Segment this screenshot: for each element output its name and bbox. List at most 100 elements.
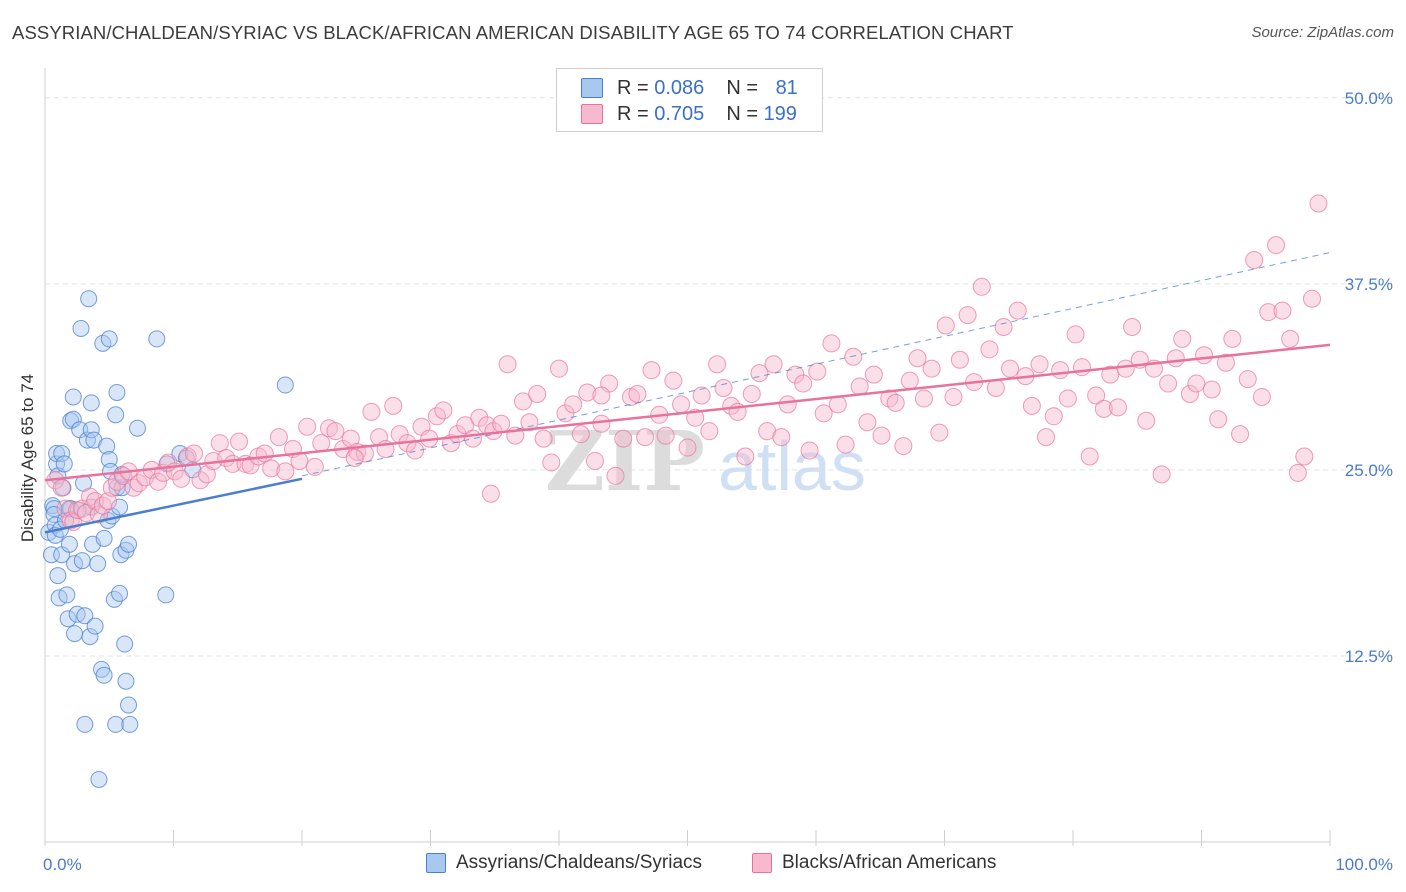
data-point-blue	[81, 628, 99, 646]
data-point-pink	[592, 386, 611, 405]
data-point-pink	[814, 404, 833, 423]
data-point-pink	[1080, 447, 1099, 466]
data-point-pink	[1295, 447, 1314, 466]
data-point-blue	[82, 421, 100, 439]
data-point-pink	[1187, 374, 1206, 393]
data-point-pink	[642, 361, 661, 380]
data-point-pink	[571, 425, 590, 444]
data-point-pink	[1001, 359, 1020, 378]
data-point-pink	[850, 377, 869, 396]
data-point-pink	[808, 362, 827, 381]
bottom-legend-pink[interactable]: Blacks/African Americans	[752, 852, 996, 874]
data-point-blue	[95, 529, 113, 547]
data-point-pink	[520, 413, 539, 432]
data-point-blue	[55, 455, 73, 473]
data-point-pink	[614, 429, 633, 448]
data-point-pink	[986, 379, 1005, 398]
data-point-pink	[592, 414, 611, 433]
data-point-pink	[1058, 389, 1077, 408]
data-point-pink	[994, 317, 1013, 336]
data-point-blue	[276, 376, 294, 394]
tick-labels: 12.5% 25.0% 37.5% 50.0% 0.0% 100.0%	[43, 89, 1393, 874]
data-point-blue	[76, 715, 94, 733]
data-point-blue	[60, 535, 78, 553]
data-point-pink	[550, 359, 568, 378]
data-point-pink	[585, 451, 604, 470]
data-point-pink	[564, 395, 583, 414]
data-point-blue	[78, 431, 96, 449]
data-point-pink	[742, 384, 761, 403]
data-point-blue	[108, 383, 126, 401]
data-point-pink	[312, 434, 331, 453]
data-point-blue	[90, 770, 108, 788]
legend-n-value: 81	[775, 76, 798, 99]
data-point-pink	[102, 478, 121, 497]
data-point-pink	[1166, 349, 1185, 368]
legend-r-value: 0.086	[654, 76, 705, 99]
stats-legend: R = 0.086 N = 81 R = 0.705 N = 199	[556, 68, 823, 132]
data-point-pink	[1223, 329, 1242, 348]
data-point-blue	[73, 552, 91, 570]
data-point-pink	[800, 441, 819, 460]
data-point-pink	[262, 459, 281, 478]
data-point-pink	[269, 428, 288, 447]
data-point-pink	[708, 355, 727, 374]
data-point-pink	[656, 426, 675, 445]
data-point-pink	[1066, 325, 1085, 344]
data-point-pink	[1051, 361, 1070, 380]
data-point-pink	[1044, 407, 1063, 426]
data-point-blue	[49, 567, 67, 585]
data-point-pink	[1195, 346, 1214, 365]
data-point-pink	[578, 383, 597, 402]
data-point-blue	[129, 419, 147, 437]
data-point-pink	[1309, 194, 1328, 213]
data-point-pink	[514, 392, 533, 411]
data-point-pink	[692, 386, 711, 405]
y-axis-title: Disability Age 65 to 74	[18, 374, 37, 542]
data-point-pink	[636, 428, 655, 447]
grid-lines	[45, 97, 1392, 657]
legend-r-label: R =	[617, 102, 655, 125]
legend-swatch-pink	[752, 853, 772, 873]
data-point-pink	[1030, 355, 1049, 374]
data-point-pink	[52, 478, 71, 497]
data-point-pink	[844, 347, 863, 366]
data-point-pink	[298, 417, 317, 436]
data-point-pink	[1072, 358, 1091, 377]
data-point-pink	[406, 441, 425, 460]
data-point-pink	[470, 408, 489, 427]
series-blue-points	[40, 290, 294, 788]
data-point-pink	[764, 355, 783, 374]
data-point-pink	[606, 466, 625, 485]
data-point-pink	[944, 387, 963, 406]
data-point-pink	[362, 402, 381, 421]
data-point-pink	[628, 384, 647, 403]
data-point-pink	[1116, 359, 1135, 378]
data-point-pink	[1037, 428, 1056, 447]
data-point-pink	[778, 395, 797, 414]
axes	[44, 68, 1331, 846]
data-point-pink	[700, 422, 719, 441]
data-point-pink	[1288, 463, 1307, 482]
data-point-blue	[82, 394, 100, 412]
data-point-blue	[64, 388, 82, 406]
data-point-pink	[355, 444, 374, 463]
data-point-pink	[858, 413, 877, 432]
data-point-pink	[481, 484, 500, 503]
data-point-pink	[1094, 399, 1113, 418]
chart-source: Source: ZipAtlas.com	[1251, 24, 1394, 41]
bottom-legend-blue[interactable]: Assyrians/Chaldeans/Syriacs	[426, 852, 702, 874]
data-point-pink	[664, 371, 683, 390]
data-point-pink	[230, 432, 249, 451]
data-point-blue	[95, 666, 113, 684]
data-point-pink	[908, 349, 927, 368]
data-point-pink	[345, 448, 364, 467]
data-point-pink	[276, 462, 295, 481]
data-point-blue	[59, 610, 77, 628]
data-point-pink	[1259, 303, 1278, 322]
data-point-blue	[89, 555, 107, 573]
data-point-pink	[1173, 329, 1192, 348]
legend-n-label: N =	[726, 102, 764, 125]
data-point-pink	[1267, 236, 1286, 255]
